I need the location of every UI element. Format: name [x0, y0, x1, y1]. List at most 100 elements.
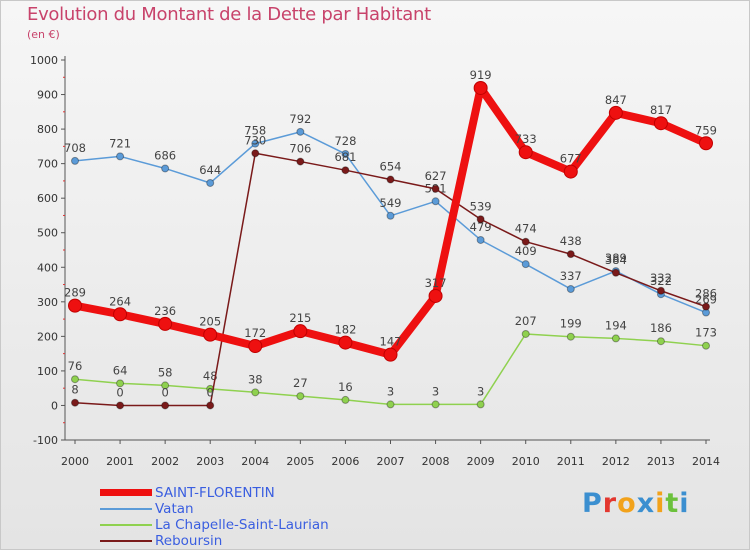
data-point	[386, 175, 395, 184]
legend-label: SAINT-FLORENTIN	[155, 485, 275, 501]
data-label: 627	[425, 169, 447, 183]
data-point	[341, 149, 350, 158]
chart-subtitle: (en €)	[27, 28, 60, 41]
data-label: 147	[380, 335, 402, 349]
y-tick-label: 300	[37, 296, 58, 309]
data-label: 0	[207, 385, 214, 399]
data-label: 817	[650, 103, 672, 117]
data-label: 194	[605, 318, 627, 332]
data-point	[68, 298, 82, 313]
series-la-chapelle-saint-laurian: 76 64 58 48 38 27 16 3 3 3 207 199 194 186 173	[68, 314, 717, 409]
data-label: 16	[338, 380, 353, 394]
data-label: 207	[515, 314, 537, 328]
data-point	[341, 395, 350, 404]
data-label: 236	[154, 304, 176, 318]
legend-swatch	[100, 489, 152, 496]
y-tick-label: -100	[33, 434, 58, 447]
data-label: 186	[650, 321, 672, 335]
data-label: 677	[560, 152, 582, 166]
y-tick-label: 800	[37, 123, 58, 136]
data-label: 173	[695, 326, 717, 340]
data-point	[71, 398, 79, 407]
x-tick-label: 2001	[106, 455, 134, 468]
logo-letter: t	[665, 488, 680, 519]
x-tick-label: 2010	[512, 455, 540, 468]
data-point	[161, 401, 170, 410]
y-tick-label: 600	[37, 192, 58, 205]
series-saint-florentin: 289 264 236 205 172 215 182 147 317 919 733 677 847 8…	[64, 68, 717, 362]
legend-label: La Chapelle-Saint-Laurian	[155, 517, 329, 533]
data-point	[431, 184, 440, 193]
data-point	[656, 286, 665, 295]
data-label: 758	[244, 124, 266, 138]
logo-letter: r	[602, 488, 618, 519]
data-label: 38	[248, 372, 263, 386]
data-label: 264	[109, 294, 131, 308]
data-label: 48	[203, 369, 218, 383]
data-point	[206, 178, 215, 187]
y-tick-label: 1000	[30, 54, 58, 67]
series-reboursin: 8 0 0 0 730 706 681 654 627 539 474 438 384 332 286	[71, 133, 717, 410]
data-label: 269	[695, 293, 717, 307]
data-label: 919	[470, 68, 492, 82]
y-tick-label: 400	[37, 261, 58, 274]
data-point	[296, 157, 305, 166]
data-point	[428, 288, 443, 303]
data-label: 384	[605, 253, 627, 267]
y-tick-label: 500	[37, 227, 58, 240]
data-label: 3	[477, 384, 484, 398]
data-label: 708	[64, 141, 86, 155]
legend-label: Vatan	[155, 501, 194, 517]
data-label: 58	[158, 365, 173, 379]
data-point	[116, 401, 125, 410]
x-tick-label: 2006	[331, 455, 359, 468]
data-point	[476, 215, 485, 224]
data-point	[203, 327, 218, 342]
data-point	[293, 324, 308, 339]
data-point	[563, 164, 578, 179]
data-point	[521, 237, 530, 246]
data-label: 474	[515, 222, 537, 236]
data-label: 549	[380, 196, 402, 210]
data-point	[158, 316, 173, 331]
data-point	[296, 392, 305, 401]
data-label: 681	[334, 150, 356, 164]
data-label: 3	[432, 384, 439, 398]
data-point	[206, 401, 215, 410]
data-label: 644	[199, 163, 221, 177]
data-label: 721	[109, 136, 131, 150]
data-label: 289	[64, 286, 86, 300]
chart-title: Evolution du Montant de la Dette par Hab…	[27, 4, 431, 25]
data-label: 479	[470, 220, 492, 234]
data-label: 0	[116, 385, 123, 399]
x-tick-label: 2002	[151, 455, 179, 468]
data-point	[116, 379, 125, 388]
data-point	[161, 164, 170, 173]
data-point	[476, 235, 485, 244]
data-point	[702, 341, 710, 350]
data-point	[386, 211, 395, 220]
data-point	[71, 375, 79, 384]
logo-letter: P	[582, 488, 603, 519]
data-label: 332	[650, 271, 672, 285]
proxiti-logo: Proxiti	[582, 488, 690, 519]
data-point	[251, 388, 260, 397]
data-point	[702, 302, 710, 311]
y-tick-label: 200	[37, 330, 58, 343]
data-label: 409	[515, 244, 537, 258]
data-point	[161, 381, 170, 390]
logo-letter: i	[655, 488, 666, 519]
data-point	[566, 285, 575, 294]
data-label: 337	[560, 269, 582, 283]
data-point	[251, 149, 260, 158]
data-point	[521, 260, 530, 269]
data-label: 0	[161, 385, 168, 399]
data-point	[251, 139, 260, 148]
x-tick-label: 2007	[377, 455, 405, 468]
data-label: 759	[695, 123, 717, 137]
data-label: 730	[244, 133, 266, 147]
data-label: 389	[605, 251, 627, 265]
data-label: 8	[71, 383, 78, 397]
data-label: 792	[289, 112, 311, 126]
